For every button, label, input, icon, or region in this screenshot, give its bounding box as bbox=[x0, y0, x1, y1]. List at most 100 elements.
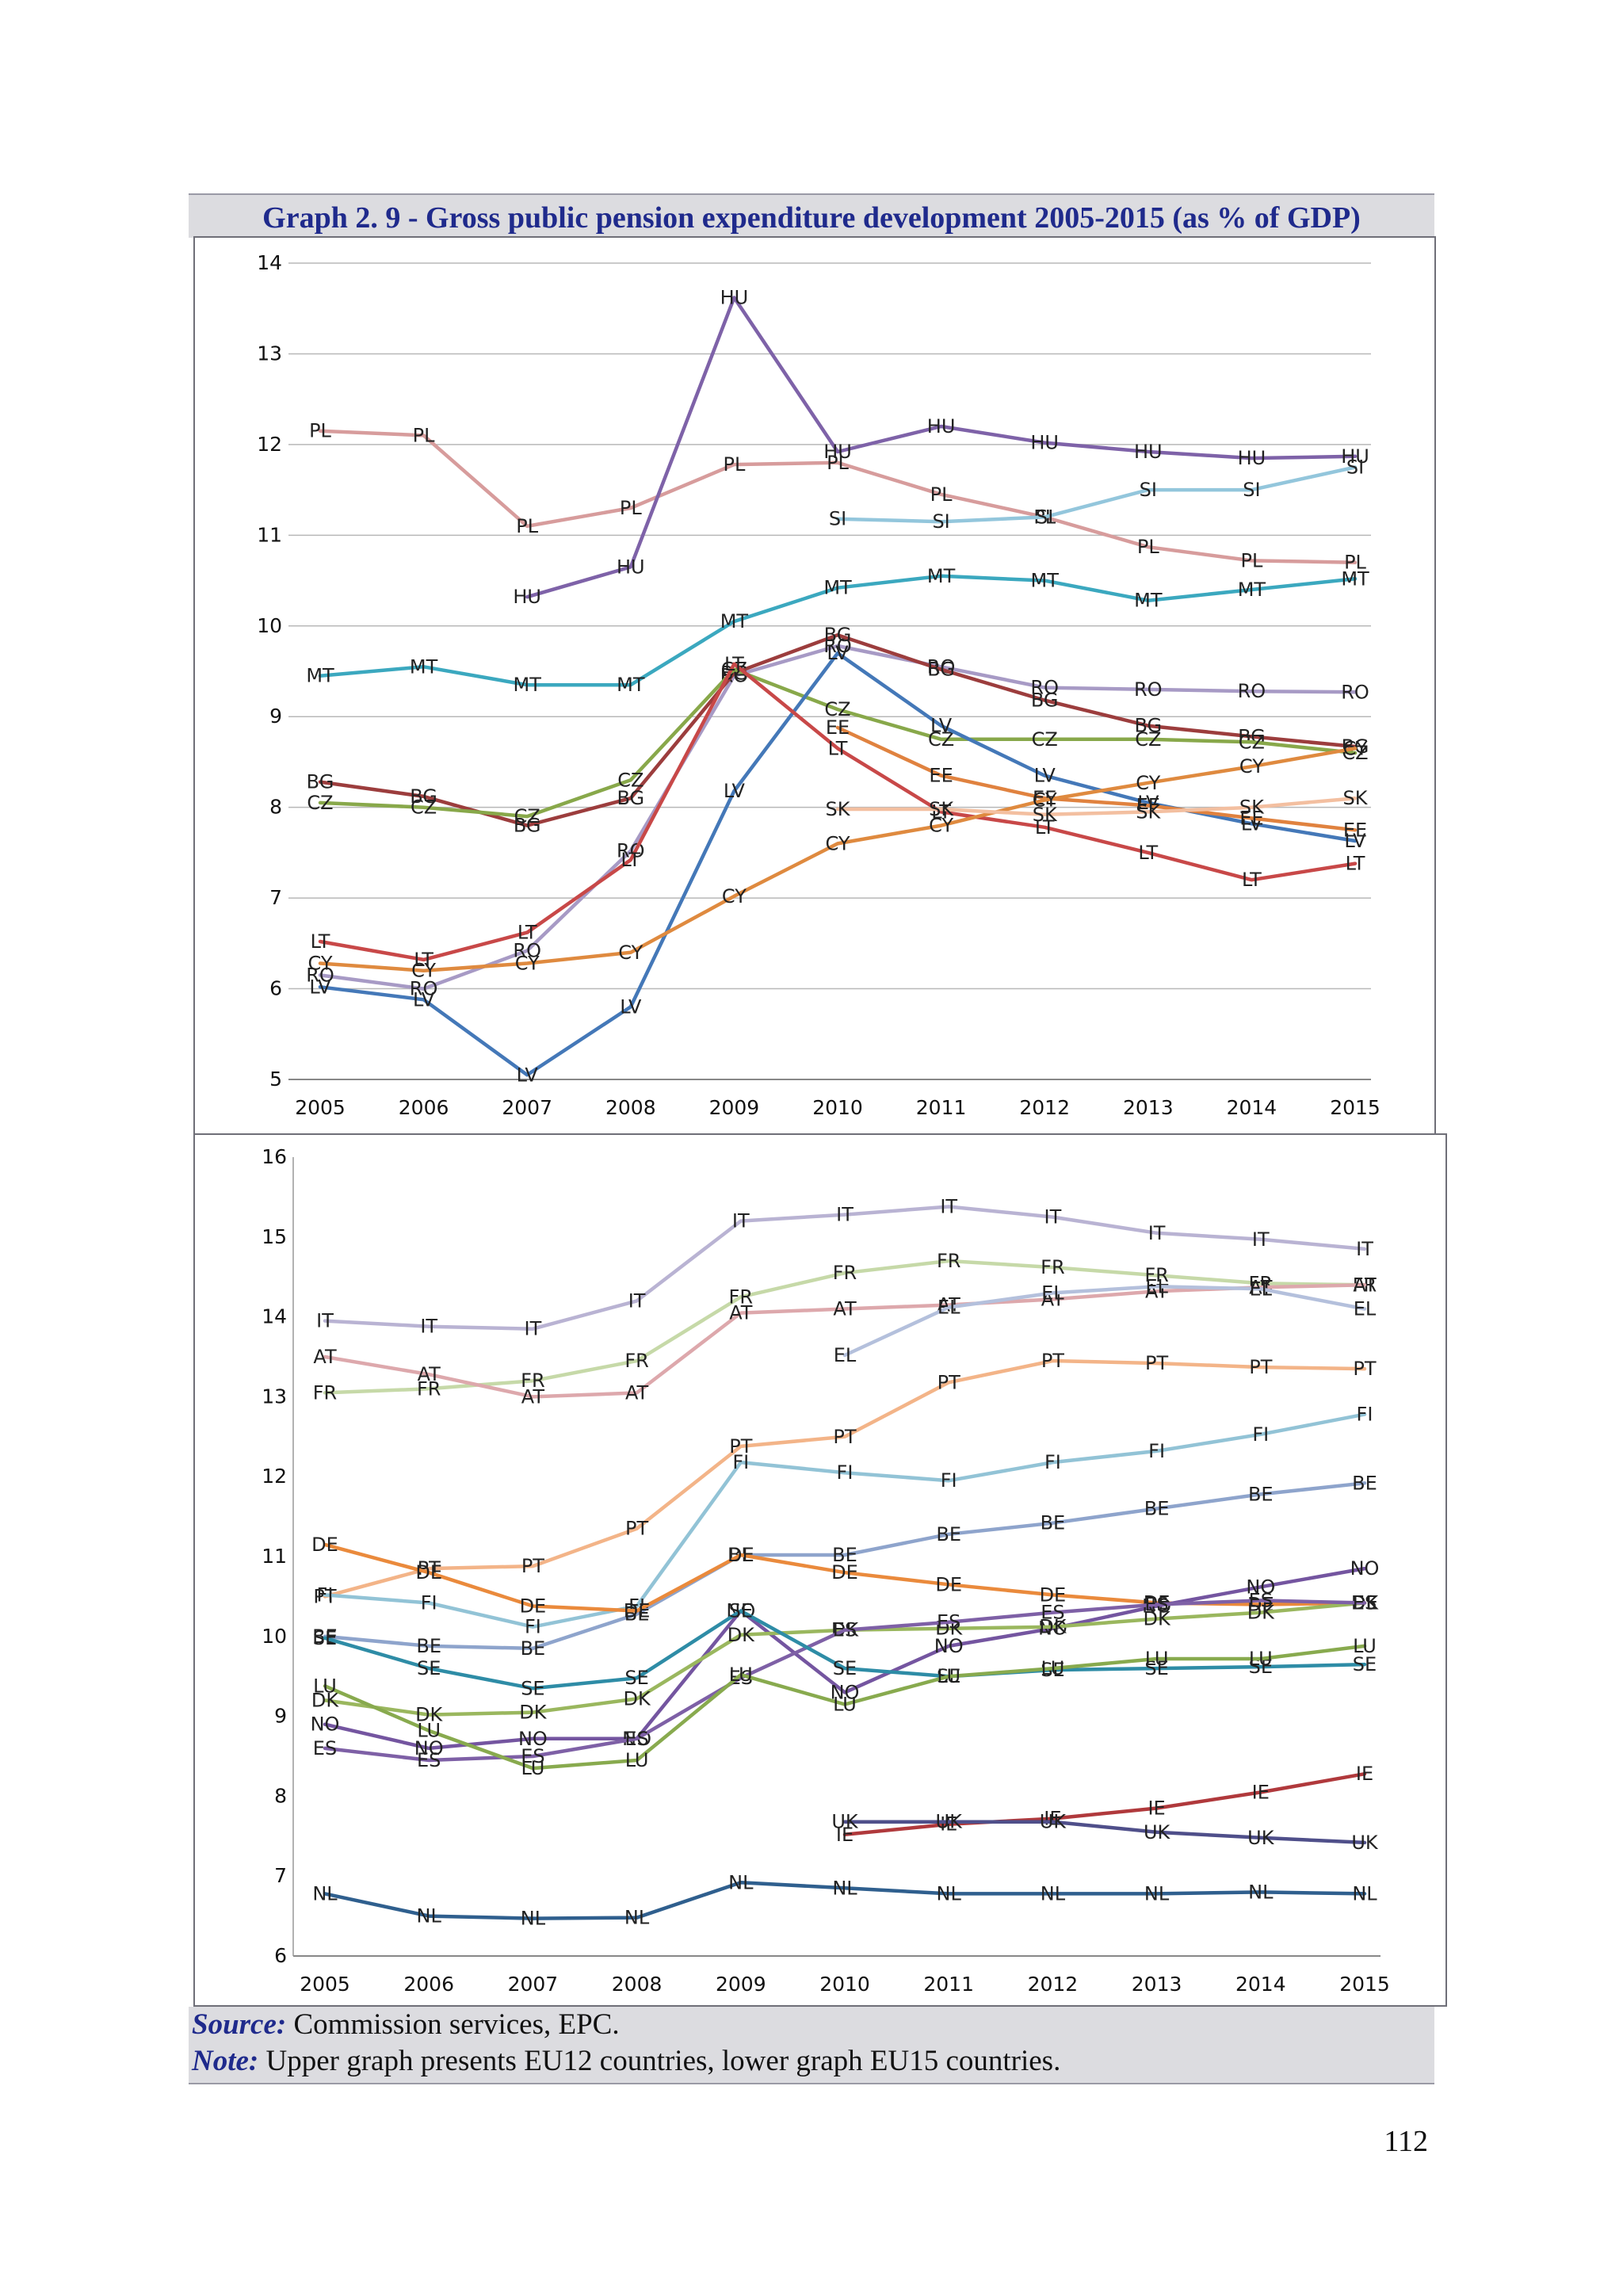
upper-point-label-mt-2011: MT bbox=[927, 565, 956, 587]
upper-x-tick-2005: 2005 bbox=[295, 1096, 346, 1119]
lower-point-label-nl-2010: NL bbox=[832, 1877, 857, 1899]
lower-x-tick-2010: 2010 bbox=[819, 1973, 870, 1996]
lower-point-label-fi-2005: FI bbox=[317, 1584, 334, 1606]
lower-point-label-at-2006: AT bbox=[418, 1363, 441, 1385]
upper-point-label-cy-2008: CY bbox=[618, 942, 643, 964]
lower-point-label-at-2007: AT bbox=[521, 1385, 545, 1408]
upper-y-tick-14: 14 bbox=[257, 251, 282, 274]
lower-series-line-el bbox=[842, 1285, 1367, 1358]
lower-point-label-fr-2013: FR bbox=[1144, 1264, 1168, 1286]
lower-point-label-fi-2015: FI bbox=[1357, 1404, 1373, 1426]
lower-point-label-pt-2015: PT bbox=[1353, 1358, 1376, 1380]
lower-point-label-fr-2011: FR bbox=[937, 1250, 960, 1272]
upper-point-label-pl-2006: PL bbox=[413, 424, 435, 446]
lower-point-label-ie-2014: IE bbox=[1252, 1781, 1270, 1803]
upper-point-label-lv-2015: LV bbox=[1344, 830, 1366, 852]
upper-point-label-ro-2013: RO bbox=[1134, 678, 1163, 701]
lower-point-label-es-2012: ES bbox=[1041, 1602, 1064, 1624]
upper-chart-eu12: 5 6 7 8 9 10 11 12 13 14 2005 2006 2007 2008 2009 2010 2… bbox=[193, 236, 1436, 1135]
upper-y-tick-6: 6 bbox=[269, 977, 282, 1000]
note-label: Note: bbox=[192, 2045, 259, 2077]
upper-x-tick-2009: 2009 bbox=[709, 1096, 760, 1119]
upper-point-label-cz-2005: CZ bbox=[307, 792, 333, 814]
lower-y-tick-11: 11 bbox=[262, 1545, 287, 1568]
source-note-box: Source: Commission services, EPC. Note: … bbox=[189, 2007, 1434, 2084]
lower-point-label-it-2015: IT bbox=[1356, 1238, 1373, 1260]
lower-series-it: IT IT IT IT IT IT IT IT IT IT IT bbox=[316, 1195, 1373, 1339]
lower-point-label-nl-2015: NL bbox=[1352, 1882, 1377, 1904]
lower-point-label-be-2011: BE bbox=[936, 1523, 961, 1545]
lower-point-label-dk-2006: DK bbox=[415, 1704, 443, 1726]
lower-point-label-es-2015: ES bbox=[1353, 1591, 1377, 1614]
lower-point-label-at-2008: AT bbox=[625, 1381, 649, 1404]
lower-point-label-se-2006: SE bbox=[417, 1657, 441, 1679]
lower-point-label-fi-2010: FI bbox=[837, 1461, 854, 1484]
lower-point-label-fr-2005: FR bbox=[313, 1381, 337, 1404]
upper-point-label-cy-2005: CY bbox=[308, 953, 333, 975]
lower-point-label-ie-2012: IE bbox=[1044, 1808, 1061, 1830]
source-line: Source: Commission services, EPC. bbox=[189, 2007, 1434, 2043]
lower-point-label-lu-2008: LU bbox=[625, 1749, 649, 1771]
lower-point-label-nl-2008: NL bbox=[624, 1907, 650, 1929]
upper-point-label-lv-2010: LV bbox=[827, 642, 849, 664]
lower-point-label-lu-2007: LU bbox=[521, 1757, 545, 1779]
upper-point-label-pl-2011: PL bbox=[930, 483, 953, 506]
upper-series-sk: SK SK SK SK SK SK bbox=[826, 787, 1369, 826]
lower-point-label-pt-2011: PT bbox=[938, 1371, 960, 1393]
lower-point-label-no-2005: NO bbox=[311, 1713, 340, 1736]
lower-series-ie: IE IE IE IE IE IE bbox=[836, 1763, 1373, 1846]
upper-point-label-lv-2005: LV bbox=[309, 976, 331, 998]
lower-point-label-it-2005: IT bbox=[316, 1310, 334, 1332]
upper-point-label-cz-2007: CZ bbox=[514, 805, 540, 827]
lower-series-nl: NL NL NL NL NL NL NL NL NL NL NL bbox=[312, 1871, 1377, 1929]
upper-point-label-sk-2011: SK bbox=[929, 798, 954, 820]
lower-point-label-no-2014: NO bbox=[1246, 1576, 1275, 1598]
lower-point-label-at-2010: AT bbox=[833, 1298, 857, 1320]
lower-y-tick-9: 9 bbox=[274, 1705, 287, 1728]
lower-point-label-de-2008: DE bbox=[624, 1600, 651, 1622]
upper-series-line-cy bbox=[318, 747, 1358, 972]
upper-point-label-ee-2011: EE bbox=[929, 765, 953, 787]
lower-point-label-at-2009: AT bbox=[729, 1302, 753, 1324]
upper-point-label-lt-2008: LT bbox=[621, 849, 640, 871]
upper-y-tick-9: 9 bbox=[269, 705, 282, 728]
upper-series-line-ro bbox=[318, 644, 1358, 991]
lower-point-label-be-2014: BE bbox=[1248, 1483, 1274, 1505]
upper-point-label-pl-2005: PL bbox=[309, 420, 331, 442]
upper-x-tick-2015: 2015 bbox=[1330, 1096, 1381, 1119]
upper-series-si: SI SI SI SI SI SI bbox=[829, 457, 1364, 533]
upper-x-tick-2011: 2011 bbox=[916, 1096, 967, 1119]
upper-series-line-bg bbox=[318, 632, 1358, 827]
upper-point-label-bg-2005: BG bbox=[307, 771, 334, 793]
lower-point-label-pt-2014: PT bbox=[1249, 1356, 1272, 1378]
lower-y-tick-13: 13 bbox=[262, 1385, 287, 1408]
source-text: Commission services, EPC. bbox=[293, 2008, 620, 2041]
lower-point-label-no-2006: NO bbox=[414, 1737, 444, 1759]
lower-x-tick-2015: 2015 bbox=[1339, 1973, 1390, 1996]
lower-point-label-it-2008: IT bbox=[628, 1289, 646, 1312]
upper-point-label-mt-2009: MT bbox=[720, 610, 749, 632]
lower-point-label-dk-2012: DK bbox=[1039, 1616, 1067, 1638]
lower-series-line-pt bbox=[323, 1358, 1367, 1599]
lower-point-label-be-2010: BE bbox=[832, 1544, 857, 1566]
upper-series-hu: HU HU HU HU HU HU HU HU HU bbox=[513, 286, 1369, 608]
upper-x-tick-2014: 2014 bbox=[1227, 1096, 1277, 1119]
lower-series-line-fr bbox=[323, 1259, 1367, 1395]
upper-y-tick-10: 10 bbox=[257, 614, 282, 637]
lower-point-label-nl-2007: NL bbox=[521, 1908, 546, 1930]
lower-x-tick-2008: 2008 bbox=[612, 1973, 663, 1996]
upper-point-label-cz-2010: CZ bbox=[824, 698, 850, 720]
upper-point-label-pl-2007: PL bbox=[516, 515, 538, 537]
graph-title: Graph 2. 9 - Gross public pension expend… bbox=[262, 201, 1361, 235]
upper-point-label-lt-2011: LT bbox=[931, 800, 951, 823]
upper-y-tick-11: 11 bbox=[257, 523, 282, 546]
upper-point-label-mt-2013: MT bbox=[1134, 590, 1163, 612]
lower-point-label-at-2005: AT bbox=[313, 1346, 337, 1368]
upper-x-tick-2010: 2010 bbox=[812, 1096, 863, 1119]
lower-point-label-es-2006: ES bbox=[417, 1749, 441, 1771]
upper-series-line-mt bbox=[318, 574, 1358, 687]
upper-point-label-cy-2010: CY bbox=[826, 832, 850, 854]
lower-point-label-lu-2011: LU bbox=[937, 1665, 960, 1687]
